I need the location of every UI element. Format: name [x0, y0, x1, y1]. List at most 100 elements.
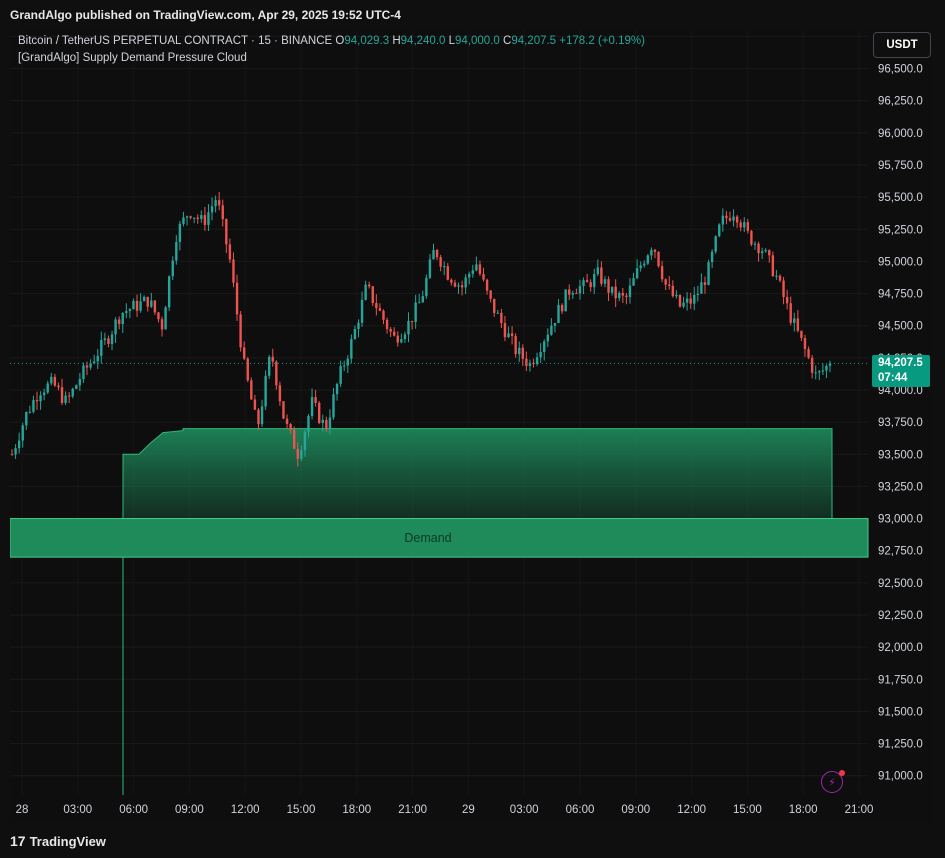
candle-body	[460, 285, 464, 288]
symbol-legend: Bitcoin / TetherUS PERPETUAL CONTRACT · …	[18, 35, 645, 47]
candle-body	[289, 424, 292, 431]
high-value: 94,240.0	[400, 35, 446, 47]
x-tick-label: 28	[16, 804, 29, 816]
candle-body	[221, 205, 224, 220]
candle-body	[192, 217, 196, 219]
candle-body	[253, 399, 257, 410]
candle-body	[207, 212, 210, 225]
y-tick-label: 95,250.0	[878, 224, 923, 236]
candle-body	[428, 259, 432, 278]
candle-body	[550, 325, 553, 335]
candle-body	[432, 250, 435, 260]
candle-body	[493, 298, 496, 313]
candle-body	[735, 216, 739, 223]
last-price-value: 94,207.5	[878, 357, 923, 370]
candle-body	[439, 257, 442, 267]
candle-body	[310, 397, 314, 417]
candle-body	[560, 304, 564, 312]
candle-body	[378, 308, 382, 311]
candle-body	[639, 265, 642, 269]
candle-body	[403, 334, 407, 340]
candle-body	[825, 365, 828, 371]
candle-body	[518, 347, 521, 355]
candle-body	[607, 279, 610, 293]
candle-body	[796, 318, 800, 331]
indicator-name[interactable]: [GrandAlgo] Supply Demand Pressure Cloud	[18, 52, 247, 64]
candle-body	[489, 290, 492, 299]
candle-body	[653, 249, 657, 252]
candle-body	[321, 419, 324, 423]
candle-body	[807, 349, 810, 358]
candle-body	[350, 339, 353, 359]
candle-body	[17, 440, 21, 449]
y-tick-label: 94,500.0	[878, 321, 923, 333]
candle-body	[339, 365, 342, 384]
candle-body	[242, 347, 246, 359]
x-tick-label: 09:00	[175, 804, 204, 816]
tradingview-logo[interactable]: 17 TradingView	[10, 833, 106, 849]
chart-frame[interactable]: 96,750.096,500.096,250.096,000.095,750.0…	[10, 30, 932, 822]
candle-body	[603, 279, 607, 284]
price-chart[interactable]: 96,750.096,500.096,250.096,000.095,750.0…	[10, 30, 932, 822]
candle-body	[360, 299, 364, 323]
candle-body	[760, 251, 764, 254]
candle-body	[185, 216, 189, 218]
candle-body	[793, 318, 796, 323]
candle-body	[625, 295, 628, 297]
candle-body	[132, 300, 135, 310]
candle-body	[303, 431, 307, 451]
candle-body	[582, 280, 585, 287]
candle-body	[475, 264, 478, 271]
candle-body	[660, 266, 664, 280]
currency-button[interactable]: USDT	[873, 32, 931, 58]
candle-body	[421, 296, 424, 303]
x-tick-label: 06:00	[566, 804, 595, 816]
candle-body	[167, 276, 171, 308]
change-value: +178.2 (+0.19%)	[559, 35, 645, 47]
candle-body	[142, 296, 146, 302]
candle-body	[228, 244, 232, 260]
published-header: GrandAlgo published on TradingView.com, …	[0, 0, 945, 30]
candle-body	[267, 356, 271, 376]
candle-body	[528, 362, 532, 366]
candle-body	[28, 411, 32, 413]
candle-body	[307, 416, 310, 432]
candle-body	[707, 262, 710, 285]
candle-body	[328, 417, 332, 430]
candle-body	[746, 222, 750, 231]
candle-body	[225, 219, 228, 245]
candle-body	[414, 302, 417, 322]
close-label: C	[503, 35, 512, 47]
candle-body	[300, 450, 303, 459]
candle-body	[407, 320, 410, 335]
candle-body	[732, 216, 735, 221]
x-tick-label: 29	[462, 804, 475, 816]
y-tick-label: 93,250.0	[878, 481, 923, 493]
x-tick-label: 03:00	[510, 804, 539, 816]
candle-body	[232, 259, 235, 283]
x-tick-label: 12:00	[231, 804, 260, 816]
candle-body	[25, 412, 28, 426]
candle-body	[753, 243, 757, 245]
candle-body	[153, 300, 157, 313]
candle-body	[535, 357, 539, 365]
candle-body	[778, 275, 782, 281]
candle-body	[828, 363, 832, 366]
high-label: H	[392, 35, 401, 47]
candle-body	[546, 334, 550, 342]
y-tick-label: 93,500.0	[878, 449, 923, 461]
candle-body	[271, 356, 274, 362]
candle-body	[468, 273, 471, 278]
candle-body	[178, 223, 182, 242]
candle-body	[371, 286, 374, 303]
candle-body	[678, 294, 682, 307]
candle-body	[478, 264, 482, 274]
low-value: 94,000.0	[455, 35, 500, 47]
open-value: 94,029.3	[344, 35, 390, 47]
candle-body	[539, 351, 542, 358]
candle-body	[125, 311, 128, 313]
candle-body	[725, 215, 728, 219]
candle-body	[800, 330, 803, 338]
lightning-icon[interactable]: ⚡	[821, 770, 845, 793]
demand-zone	[10, 518, 869, 558]
